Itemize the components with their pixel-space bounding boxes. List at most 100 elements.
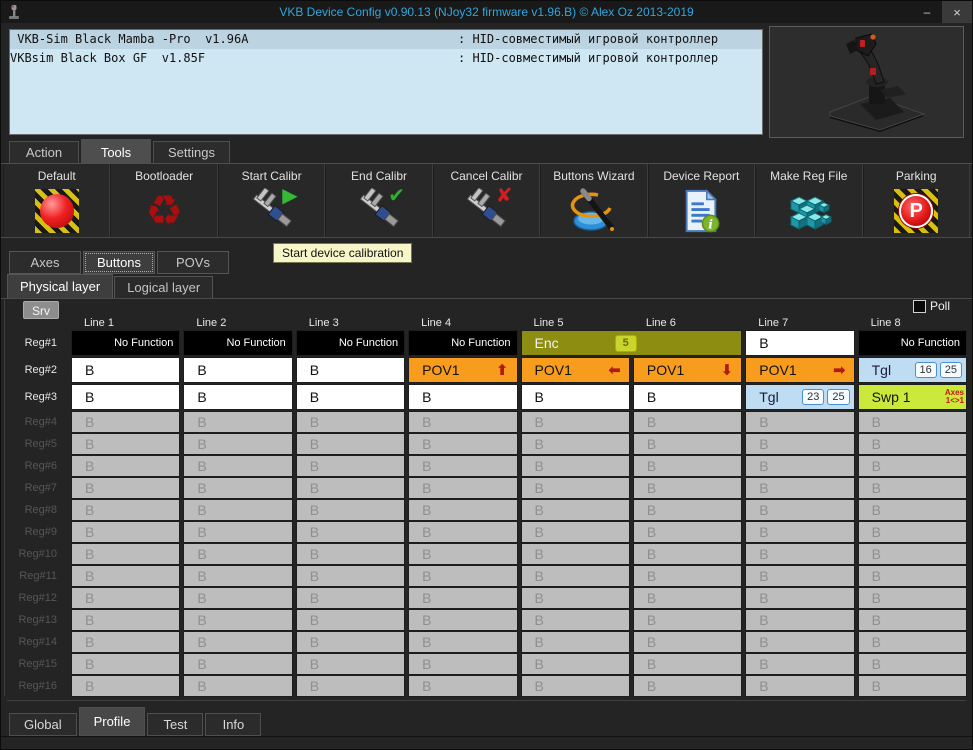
button-cell-b[interactable]: B — [746, 654, 854, 674]
button-cell-b[interactable]: B — [296, 478, 405, 498]
tab-test[interactable]: Test — [147, 713, 204, 736]
button-cell-b[interactable]: B — [858, 610, 966, 630]
button-cell-b[interactable]: B — [409, 610, 517, 630]
button-cell-b[interactable]: B — [521, 412, 629, 432]
button-cell-b[interactable]: B — [633, 434, 742, 454]
button-cell-b[interactable]: B — [409, 566, 517, 586]
tab-info[interactable]: Info — [205, 713, 262, 736]
button-cell-b[interactable]: B — [72, 522, 180, 542]
button-cell-b[interactable]: B — [521, 676, 629, 696]
button-cell-b[interactable]: B — [72, 610, 180, 630]
button-cell-b[interactable]: B — [858, 676, 966, 696]
button-cell-b[interactable]: B — [746, 566, 854, 586]
end-calibr-button[interactable]: End Calibr ✔ — [325, 164, 433, 237]
button-cell-b[interactable]: B — [296, 385, 405, 409]
tab-buttons[interactable]: Buttons — [83, 251, 155, 274]
button-cell-b[interactable]: B — [633, 654, 742, 674]
close-button[interactable]: × — [942, 1, 972, 23]
button-cell-b[interactable]: B — [633, 412, 742, 432]
button-cell-b[interactable]: B — [409, 500, 517, 520]
button-cell-b[interactable]: B — [72, 434, 180, 454]
button-cell-b[interactable]: B — [184, 588, 292, 608]
button-cell-b[interactable]: B — [184, 632, 292, 652]
button-cell-b[interactable]: B — [746, 522, 854, 542]
button-cell-b[interactable]: B — [72, 632, 180, 652]
button-cell-b[interactable]: B — [296, 632, 405, 652]
button-cell-b[interactable]: B — [858, 588, 966, 608]
button-cell-b[interactable]: B — [633, 566, 742, 586]
tab-tools[interactable]: Tools — [81, 139, 151, 163]
button-cell-b[interactable]: B — [521, 478, 629, 498]
button-cell-b[interactable]: B — [72, 478, 180, 498]
tab-axes[interactable]: Axes — [9, 251, 81, 274]
button-cell-nofunc[interactable]: No Function — [858, 331, 966, 355]
button-cell-b[interactable]: B — [858, 500, 966, 520]
button-cell-b[interactable]: B — [409, 434, 517, 454]
button-cell-b[interactable]: B — [296, 610, 405, 630]
button-cell-b[interactable]: B — [72, 412, 180, 432]
button-cell-b[interactable]: B — [296, 412, 405, 432]
button-cell-b[interactable]: B — [296, 654, 405, 674]
button-cell-b[interactable]: B — [409, 456, 517, 476]
button-cell-b[interactable]: B — [521, 544, 629, 564]
button-cell-b[interactable]: B — [409, 412, 517, 432]
cancel-calibr-button[interactable]: Cancel Calibr ✘ — [432, 164, 541, 237]
button-cell-b[interactable]: B — [184, 544, 292, 564]
button-cell-b[interactable]: B — [184, 358, 292, 382]
button-cell-b[interactable]: B — [633, 500, 742, 520]
tab-global[interactable]: Global — [9, 713, 77, 736]
button-cell-b[interactable]: B — [72, 588, 180, 608]
tab-physical-layer[interactable]: Physical layer — [7, 274, 114, 298]
button-cell-b[interactable]: B — [858, 456, 966, 476]
device-list-item[interactable]: VKBsim Black Box GF v1.85F: HID-совмести… — [10, 49, 762, 68]
button-cell-b[interactable]: B — [72, 654, 180, 674]
button-cell-pov[interactable]: POV1 ⬅ — [521, 358, 629, 382]
button-cell-b[interactable]: B — [72, 544, 180, 564]
button-cell-b[interactable]: B — [746, 456, 854, 476]
button-cell-b[interactable]: B — [184, 500, 292, 520]
button-cell-b[interactable]: B — [409, 544, 517, 564]
button-cell-b[interactable]: B — [296, 500, 405, 520]
button-cell-b[interactable]: B — [184, 478, 292, 498]
button-cell-b[interactable]: B — [72, 385, 180, 409]
button-cell-b[interactable]: B — [409, 632, 517, 652]
button-cell-b[interactable]: B — [72, 676, 180, 696]
button-cell-pov[interactable]: POV1 ⬆ — [409, 358, 517, 382]
tab-povs[interactable]: POVs — [157, 251, 229, 274]
button-cell-b[interactable]: B — [296, 522, 405, 542]
button-cell-b[interactable]: B — [633, 588, 742, 608]
button-cell-b[interactable]: B — [184, 610, 292, 630]
tab-logical-layer[interactable]: Logical layer — [114, 276, 214, 298]
button-cell-b[interactable]: B — [409, 676, 517, 696]
button-cell-b[interactable]: B — [521, 632, 629, 652]
button-cell-b[interactable]: B — [746, 500, 854, 520]
poll-checkbox-group[interactable]: Poll — [912, 299, 950, 313]
device-list-item[interactable]: VKB-Sim Black Mamba -Pro v1.96A: HID-сов… — [10, 30, 762, 49]
button-cell-b[interactable]: B — [521, 610, 629, 630]
button-cell-enc[interactable]: Enc 5 — [521, 331, 742, 355]
default-button[interactable]: Default — [3, 164, 111, 237]
button-cell-b[interactable]: B — [858, 544, 966, 564]
button-cell-b[interactable]: B — [521, 434, 629, 454]
button-cell-b[interactable]: B — [858, 566, 966, 586]
button-cell-b[interactable]: B — [296, 544, 405, 564]
button-cell-b[interactable]: B — [296, 588, 405, 608]
button-cell-b[interactable]: B — [72, 358, 180, 382]
device-report-button[interactable]: Device Report i — [647, 164, 756, 237]
button-cell-b[interactable]: B — [746, 331, 854, 355]
button-cell-b[interactable]: B — [633, 676, 742, 696]
button-cell-b[interactable]: B — [409, 522, 517, 542]
button-cell-b[interactable]: B — [633, 385, 742, 409]
button-cell-nofunc[interactable]: No Function — [184, 331, 292, 355]
button-cell-b[interactable]: B — [296, 456, 405, 476]
button-cell-nofunc[interactable]: No Function — [296, 331, 405, 355]
button-cell-b[interactable]: B — [72, 456, 180, 476]
button-cell-b[interactable]: B — [858, 412, 966, 432]
button-cell-b[interactable]: B — [409, 588, 517, 608]
button-cell-b[interactable]: B — [746, 676, 854, 696]
button-cell-b[interactable]: B — [521, 385, 629, 409]
button-cell-b[interactable]: B — [184, 412, 292, 432]
start-calibr-button[interactable]: Start Calibr ▶ — [217, 164, 326, 237]
buttons-wizard-button[interactable]: Buttons Wizard — [540, 164, 648, 237]
button-cell-b[interactable]: B — [521, 522, 629, 542]
